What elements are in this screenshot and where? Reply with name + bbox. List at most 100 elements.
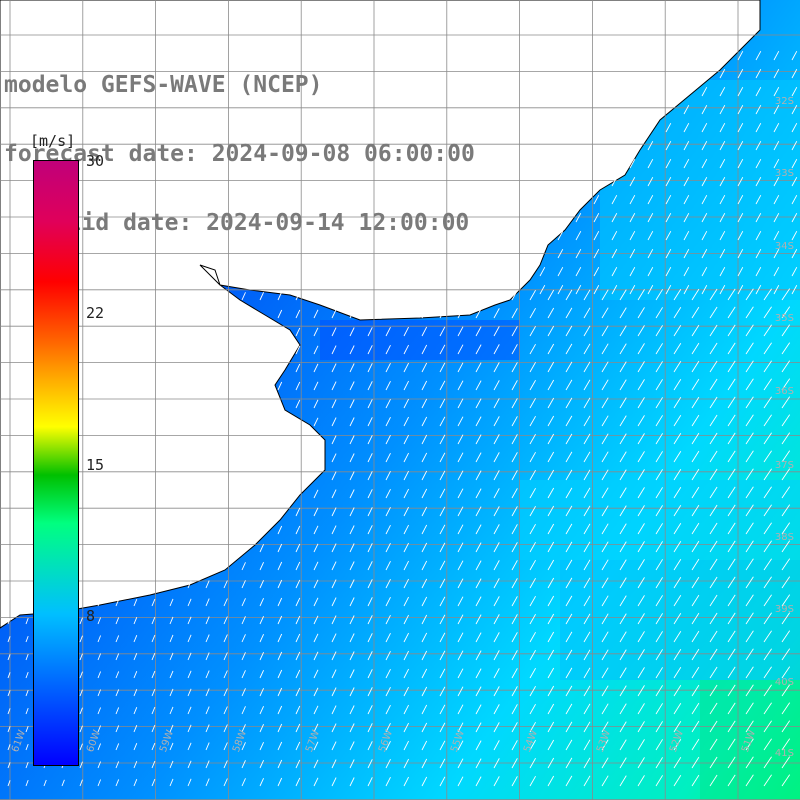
wind-arrow	[773, 212, 780, 223]
wind-arrow	[763, 342, 772, 355]
wind-arrow	[529, 559, 536, 571]
wind-arrow	[691, 594, 700, 607]
wind-arrow	[745, 450, 754, 463]
wind-arrow	[187, 616, 192, 625]
wind-arrow	[79, 761, 83, 769]
wind-arrow	[601, 667, 609, 679]
wind-arrow	[673, 684, 682, 697]
wind-arrow	[259, 562, 265, 571]
wind-arrow	[349, 687, 355, 697]
wind-arrow	[593, 266, 600, 277]
wind-arrow	[601, 649, 609, 661]
wind-arrow	[475, 524, 482, 535]
wind-arrow	[791, 122, 798, 133]
wind-arrow	[619, 379, 627, 391]
wind-arrow	[781, 486, 791, 499]
wind-arrow	[493, 434, 500, 445]
wind-arrow	[583, 379, 591, 391]
wind-arrow	[331, 525, 337, 535]
wind-arrow	[295, 687, 301, 697]
wind-arrow	[601, 379, 609, 391]
wind-arrow	[547, 703, 555, 715]
wind-arrow	[493, 722, 500, 733]
wind-arrow	[457, 722, 464, 733]
wind-arrow	[331, 651, 337, 661]
wind-arrow	[331, 417, 337, 427]
wind-arrow	[241, 616, 246, 625]
wind-arrow	[313, 489, 319, 499]
wind-arrow	[565, 451, 573, 463]
wind-arrow	[439, 308, 446, 319]
wind-arrow	[655, 739, 663, 751]
wind-arrow	[637, 433, 645, 445]
wind-arrow	[719, 122, 726, 133]
wind-arrow	[547, 289, 555, 301]
wind-arrow	[295, 669, 301, 679]
wind-arrow	[583, 559, 591, 571]
wind-arrow	[565, 721, 573, 733]
wind-arrow	[737, 176, 744, 187]
wind-arrow	[115, 761, 120, 769]
wind-arrow	[637, 343, 645, 355]
wind-arrow	[439, 632, 446, 643]
wind-arrow	[115, 635, 120, 643]
wind-arrow	[439, 686, 446, 697]
wind-arrow	[727, 594, 736, 607]
wind-arrow	[601, 523, 609, 535]
wind-arrow	[457, 326, 464, 337]
wind-arrow	[205, 652, 210, 661]
wind-arrow	[727, 360, 736, 373]
wind-arrow	[367, 597, 373, 607]
wind-arrow	[295, 399, 301, 409]
wind-arrow	[781, 504, 791, 517]
wind-arrow	[331, 579, 337, 589]
wind-arrow	[79, 617, 83, 625]
wind-arrow	[601, 559, 609, 571]
wind-arrow	[367, 453, 373, 463]
wind-arrow	[727, 288, 736, 301]
wind-arrow	[259, 616, 265, 625]
wind-arrow	[745, 666, 754, 679]
wind-arrow	[493, 740, 500, 751]
wind-arrow	[593, 284, 600, 295]
wind-arrow	[385, 470, 391, 481]
wind-arrow	[547, 667, 555, 679]
wind-arrow	[385, 344, 391, 355]
wind-arrow	[601, 487, 609, 499]
wind-arrow	[205, 598, 210, 607]
wind-arrow	[619, 757, 627, 769]
wind-arrow	[727, 432, 736, 445]
wind-arrow	[223, 652, 228, 661]
wind-arrow	[367, 615, 373, 625]
wind-arrow	[547, 415, 555, 427]
wind-arrow	[719, 104, 726, 115]
wind-arrow	[529, 415, 536, 427]
wind-arrow	[709, 378, 718, 391]
wind-arrow	[583, 415, 591, 427]
wind-arrow	[79, 725, 83, 733]
wind-arrow	[565, 289, 573, 301]
wind-arrow	[349, 309, 355, 319]
wind-arrow	[169, 760, 174, 769]
wind-arrow	[385, 722, 391, 733]
wind-arrow	[655, 325, 663, 337]
wind-arrow	[745, 414, 754, 427]
wind-arrow	[601, 451, 609, 463]
wind-arrow	[493, 452, 500, 463]
wind-arrow	[115, 599, 120, 607]
wind-arrow	[673, 468, 682, 481]
wind-arrow	[709, 504, 718, 517]
wind-arrow	[637, 721, 645, 733]
wind-arrow	[745, 288, 754, 301]
lat-label: 38S	[774, 532, 794, 543]
wind-arrow	[367, 579, 373, 589]
wind-arrow	[475, 596, 482, 607]
wind-arrow	[421, 434, 428, 445]
wind-arrow	[259, 634, 265, 643]
wind-arrow	[241, 634, 246, 643]
wind-arrow	[691, 288, 700, 301]
wind-arrow	[673, 396, 682, 409]
wind-arrow	[727, 738, 736, 751]
wind-arrow	[655, 595, 663, 607]
